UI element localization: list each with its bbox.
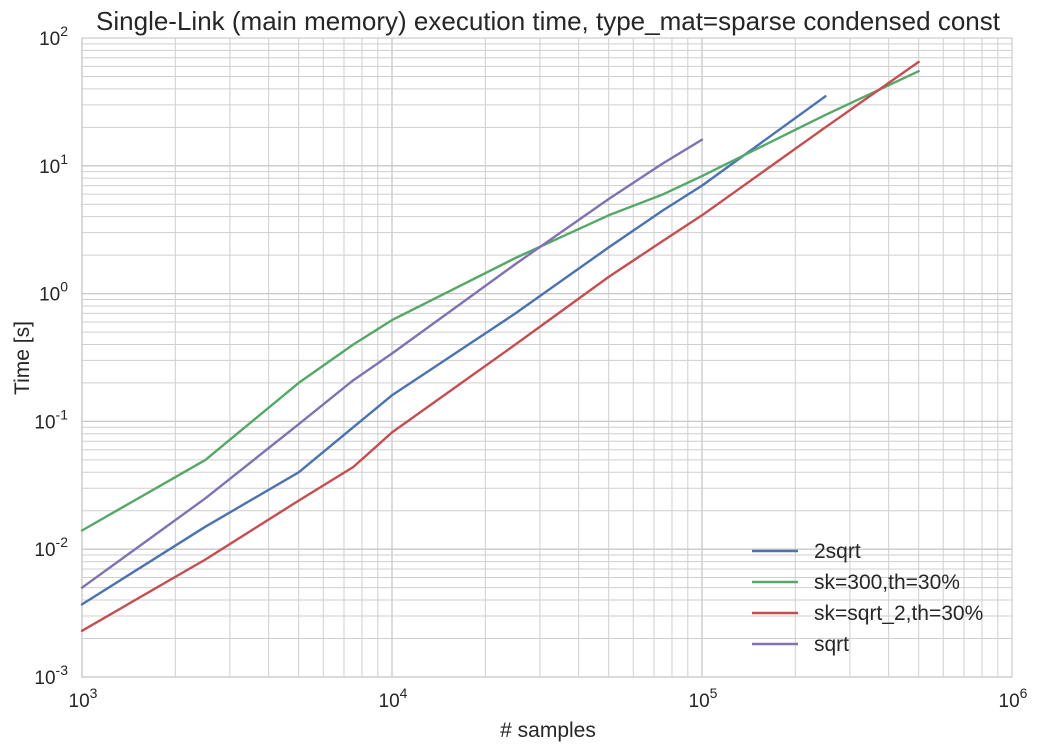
y-tick-label: 10-3: [34, 662, 68, 689]
series-layer: [80, 60, 920, 632]
grid: [81, 38, 1012, 678]
series-line-1: [80, 95, 827, 606]
x-axis-label: # samples: [500, 719, 596, 742]
y-tick-label: 10-1: [34, 406, 68, 433]
series-line-3: [80, 60, 920, 632]
x-tick-label: 103: [69, 685, 98, 712]
plot-frame: [81, 37, 1013, 678]
y-tick-label: 101: [39, 151, 68, 178]
y-tick-label: 100: [39, 279, 68, 306]
y-tick-label: 10-2: [34, 534, 68, 561]
x-tick-label: 106: [999, 685, 1028, 712]
chart-title: Single-Link (main memory) execution time…: [96, 6, 1001, 36]
x-tick-label: 104: [379, 685, 408, 712]
legend-label: 2sqrt: [814, 540, 861, 563]
series-line-2: [80, 69, 920, 532]
series-line-4: [80, 138, 704, 589]
y-tick-label: 102: [39, 23, 68, 50]
x-tick-label: 105: [689, 685, 718, 712]
tick-labels: 103 104 105 106 10-3 10-2 10-1 100 101 102: [34, 23, 1027, 712]
legend-label: sk=sqrt_2,th=30%: [814, 602, 983, 625]
legend: 2sqrt sk=300,th=30% sk=sqrt_2,th=30%sqrt: [752, 540, 983, 656]
legend-label: sk=300,th=30%: [814, 571, 960, 594]
legend-label: sqrt: [814, 633, 849, 656]
y-axis-label: Time [s]: [11, 321, 34, 395]
